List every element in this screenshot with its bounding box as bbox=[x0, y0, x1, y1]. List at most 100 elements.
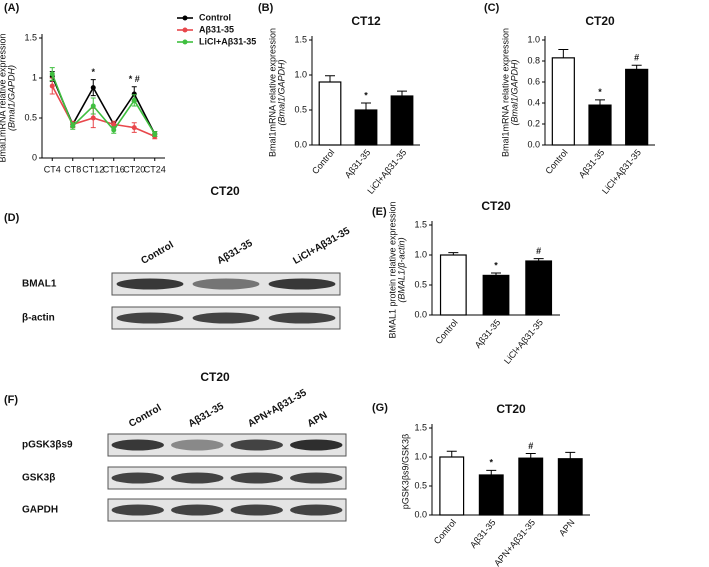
band bbox=[171, 504, 224, 516]
legend-label: Aβ31-35 bbox=[199, 24, 234, 34]
series-line bbox=[51, 73, 156, 135]
band bbox=[111, 504, 164, 516]
x-tick-label: LiCl+Aβ31-35 bbox=[365, 147, 408, 196]
y-tick-label: 0.2 bbox=[527, 118, 540, 128]
row-label: GSK3β bbox=[22, 473, 55, 484]
y-tick-label: 1.5 bbox=[294, 34, 307, 44]
band bbox=[192, 312, 260, 324]
y-tick-label: 0.6 bbox=[527, 76, 540, 86]
lane-label: LiCl+Aβ31-35 bbox=[291, 225, 352, 267]
panel-label: (D) bbox=[4, 212, 20, 224]
band bbox=[230, 439, 283, 451]
row-label: β-actin bbox=[22, 313, 55, 324]
legend-marker bbox=[182, 27, 188, 33]
annotation: * bbox=[598, 87, 602, 97]
y-tick-label: 1.5 bbox=[24, 32, 37, 42]
legend-label: LiCl+Aβ31-35 bbox=[199, 36, 256, 46]
y-tick-label: 1.5 bbox=[414, 422, 427, 432]
panel-label: (B) bbox=[258, 2, 274, 14]
y-axis-label: (Bmal1/GAPDH) bbox=[276, 59, 286, 125]
y-tick-label: 1.0 bbox=[414, 451, 427, 461]
lane-label: Control bbox=[127, 402, 163, 429]
blot-title: CT20 bbox=[210, 184, 240, 198]
band bbox=[111, 472, 164, 484]
y-axis-label: BMAL1 protein relative expression bbox=[387, 201, 397, 338]
lane-label: APN bbox=[306, 410, 330, 430]
point bbox=[90, 103, 96, 109]
annotation: # bbox=[536, 246, 541, 256]
error-bar bbox=[486, 469, 497, 475]
annotation: # bbox=[528, 441, 533, 451]
y-tick-label: 1 bbox=[32, 72, 37, 82]
y-axis-label: (Bmal1/GAPDH) bbox=[509, 59, 519, 125]
bar bbox=[354, 109, 378, 146]
band bbox=[171, 472, 224, 484]
x-tick-label: Control bbox=[543, 147, 569, 176]
row-label: pGSK3βs9 bbox=[22, 440, 73, 451]
error-bar bbox=[631, 64, 642, 70]
x-tick-label: APN bbox=[557, 517, 577, 538]
lane-label: Aβ31-35 bbox=[215, 238, 255, 267]
bar bbox=[557, 458, 583, 516]
y-axis-label: (BMAL1/β-actin) bbox=[396, 237, 406, 302]
lane-label: Aβ31-35 bbox=[187, 401, 227, 430]
y-tick-label: 0.5 bbox=[414, 279, 427, 289]
error-bar bbox=[565, 451, 576, 459]
y-tick-label: 1.0 bbox=[414, 249, 427, 259]
point bbox=[111, 127, 117, 133]
y-tick-label: 0.5 bbox=[24, 112, 37, 122]
error-bar bbox=[397, 90, 407, 96]
lane-label: APN+Aβ31-35 bbox=[246, 387, 309, 430]
bar bbox=[390, 95, 414, 146]
y-axis-label: pGSK3βs9/GSK3β bbox=[400, 434, 410, 509]
x-tick-label: Aβ31-35 bbox=[473, 317, 503, 350]
y-tick-label: 0.0 bbox=[294, 139, 307, 149]
chart-title: CT20 bbox=[496, 402, 526, 416]
error-bar bbox=[361, 102, 371, 110]
point bbox=[131, 125, 137, 131]
legend-marker bbox=[182, 15, 188, 21]
x-tick-label: Control bbox=[433, 317, 459, 346]
point bbox=[111, 121, 117, 127]
bar bbox=[525, 260, 553, 316]
x-tick-label: CT12 bbox=[82, 164, 104, 174]
y-axis-label: Bmal1mRNA relative expression bbox=[0, 33, 7, 162]
bar bbox=[551, 57, 575, 146]
x-tick-label: LiCl+Aβ31-35 bbox=[600, 147, 643, 196]
panel-label: (F) bbox=[4, 394, 18, 406]
band bbox=[268, 278, 336, 290]
y-tick-label: 0.8 bbox=[527, 55, 540, 65]
x-tick-label: CT8 bbox=[64, 164, 81, 174]
bar bbox=[478, 474, 504, 516]
x-tick-label: Control bbox=[432, 517, 458, 546]
y-tick-label: 0.5 bbox=[414, 480, 427, 490]
bar bbox=[625, 68, 649, 146]
bar bbox=[439, 254, 467, 316]
y-tick-label: 0.0 bbox=[414, 309, 427, 319]
y-tick-label: 0.5 bbox=[294, 104, 307, 114]
chart-title: CT20 bbox=[585, 14, 615, 28]
panel-label: (E) bbox=[372, 206, 387, 218]
band bbox=[290, 472, 343, 484]
blot-strip bbox=[107, 433, 347, 457]
band bbox=[230, 504, 283, 516]
band bbox=[290, 504, 343, 516]
x-tick-label: Aβ31-35 bbox=[577, 147, 607, 180]
annotation: * bbox=[494, 260, 498, 270]
annotation: # bbox=[634, 53, 639, 63]
band bbox=[171, 439, 224, 451]
x-tick-label: Aβ31-35 bbox=[343, 147, 373, 180]
x-tick-label: LiCl+Aβ31-35 bbox=[502, 317, 545, 366]
y-axis-label: (Bmal1/GAPDH) bbox=[6, 65, 16, 131]
point bbox=[152, 131, 158, 137]
error-bar bbox=[446, 450, 457, 457]
point bbox=[49, 71, 55, 77]
y-tick-label: 0.0 bbox=[414, 509, 427, 519]
x-tick-label: CT20 bbox=[123, 164, 145, 174]
point bbox=[131, 97, 137, 103]
point bbox=[49, 83, 55, 89]
band bbox=[192, 278, 260, 290]
annotation: * # bbox=[129, 74, 140, 84]
point bbox=[70, 123, 76, 129]
